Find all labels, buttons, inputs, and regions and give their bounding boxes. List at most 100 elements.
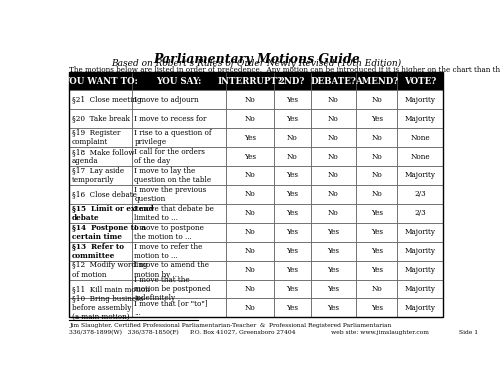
Bar <box>132 73 226 90</box>
Bar <box>356 90 398 109</box>
Bar <box>274 298 310 317</box>
Text: I move to adjourn: I move to adjourn <box>134 96 199 104</box>
Text: The motions below are listed in order of precedence.  Any motion can be introduc: The motions below are listed in order of… <box>70 66 500 74</box>
Bar <box>70 73 132 90</box>
Text: None: None <box>410 134 430 142</box>
Bar <box>356 109 398 128</box>
Text: I move that [or "to"]
...: I move that [or "to"] ... <box>134 299 208 317</box>
Bar <box>356 128 398 147</box>
Bar <box>70 223 132 242</box>
Bar <box>226 204 274 223</box>
Bar <box>70 279 132 298</box>
Bar <box>356 73 398 90</box>
Bar <box>132 128 226 147</box>
Text: No: No <box>372 171 382 179</box>
Text: VOTE?: VOTE? <box>404 77 436 86</box>
Text: Majority: Majority <box>404 171 436 179</box>
Text: §13  Refer to
committee: §13 Refer to committee <box>72 242 124 260</box>
Bar <box>70 185 132 204</box>
Text: Parliamentary Motions Guide: Parliamentary Motions Guide <box>153 53 360 66</box>
Bar <box>398 298 443 317</box>
Text: 2/3: 2/3 <box>414 209 426 217</box>
Text: Yes: Yes <box>286 228 298 236</box>
Bar <box>356 185 398 204</box>
Bar <box>70 166 132 185</box>
Text: §18  Make follow
agenda: §18 Make follow agenda <box>72 148 134 165</box>
Bar <box>398 166 443 185</box>
Text: Yes: Yes <box>244 152 256 161</box>
Text: §11  Kill main motion: §11 Kill main motion <box>72 285 150 293</box>
Text: Majority: Majority <box>404 96 436 104</box>
Bar <box>226 73 274 90</box>
Text: Yes: Yes <box>371 247 383 255</box>
Bar <box>274 109 310 128</box>
Text: YOU SAY:: YOU SAY: <box>156 77 202 86</box>
Text: No: No <box>372 134 382 142</box>
Bar <box>70 109 132 128</box>
Text: No: No <box>244 247 255 255</box>
Text: No: No <box>244 190 255 198</box>
Bar <box>226 109 274 128</box>
Bar <box>226 298 274 317</box>
Text: No: No <box>328 209 338 217</box>
Text: Yes: Yes <box>328 228 340 236</box>
Text: §10  Bring business
before assembly
(a main motion): §10 Bring business before assembly (a ma… <box>72 295 143 321</box>
Text: §12  Modify wording
of motion: §12 Modify wording of motion <box>72 261 148 279</box>
Bar <box>70 242 132 261</box>
Bar <box>70 298 132 317</box>
Text: Yes: Yes <box>286 266 298 274</box>
Bar <box>310 166 356 185</box>
Text: I move the previous
question: I move the previous question <box>134 186 206 203</box>
Bar <box>274 90 310 109</box>
Bar <box>356 279 398 298</box>
Text: No: No <box>286 134 298 142</box>
Text: I move that debate be
limited to ...: I move that debate be limited to ... <box>134 205 214 222</box>
Bar <box>356 298 398 317</box>
Text: None: None <box>410 152 430 161</box>
Bar <box>226 261 274 279</box>
Bar <box>274 147 310 166</box>
Text: 2/3: 2/3 <box>414 190 426 198</box>
Text: I move to lay the
question on the table: I move to lay the question on the table <box>134 167 212 184</box>
Bar <box>226 147 274 166</box>
Text: Yes: Yes <box>328 247 340 255</box>
Text: Majority: Majority <box>404 228 436 236</box>
Text: No: No <box>244 304 255 312</box>
Text: Yes: Yes <box>286 285 298 293</box>
Text: Majority: Majority <box>404 247 436 255</box>
Text: No: No <box>328 96 338 104</box>
Text: Yes: Yes <box>286 171 298 179</box>
Text: 336/378-1899(W)   336/378-1850(F)      P.O. Box 41027, Greensboro 27404         : 336/378-1899(W) 336/378-1850(F) P.O. Box… <box>70 329 478 335</box>
Bar <box>310 90 356 109</box>
Bar <box>274 279 310 298</box>
Text: Yes: Yes <box>371 228 383 236</box>
Text: No: No <box>372 96 382 104</box>
Text: Yes: Yes <box>286 304 298 312</box>
Text: YOU WANT TO:: YOU WANT TO: <box>64 77 138 86</box>
Text: Majority: Majority <box>404 285 436 293</box>
Text: 2ND?: 2ND? <box>279 77 305 86</box>
Text: Yes: Yes <box>286 247 298 255</box>
Bar <box>274 73 310 90</box>
Bar <box>132 242 226 261</box>
Text: Yes: Yes <box>371 266 383 274</box>
Text: §20  Take break: §20 Take break <box>72 115 130 123</box>
Bar <box>132 90 226 109</box>
Text: No: No <box>244 266 255 274</box>
Bar <box>398 90 443 109</box>
Text: INTERRUPT?: INTERRUPT? <box>217 77 282 86</box>
Text: Majority: Majority <box>404 304 436 312</box>
Bar <box>132 298 226 317</box>
Text: Jim Slaughter, Certified Professional Parliamentarian-Teacher  &  Professional R: Jim Slaughter, Certified Professional Pa… <box>70 323 392 328</box>
Bar <box>226 128 274 147</box>
Text: No: No <box>328 171 338 179</box>
Text: Yes: Yes <box>371 115 383 123</box>
Text: No: No <box>244 115 255 123</box>
Text: No: No <box>244 96 255 104</box>
Text: Yes: Yes <box>328 304 340 312</box>
Bar <box>132 147 226 166</box>
Text: No: No <box>328 190 338 198</box>
Bar <box>398 279 443 298</box>
Bar <box>310 147 356 166</box>
Bar <box>398 147 443 166</box>
